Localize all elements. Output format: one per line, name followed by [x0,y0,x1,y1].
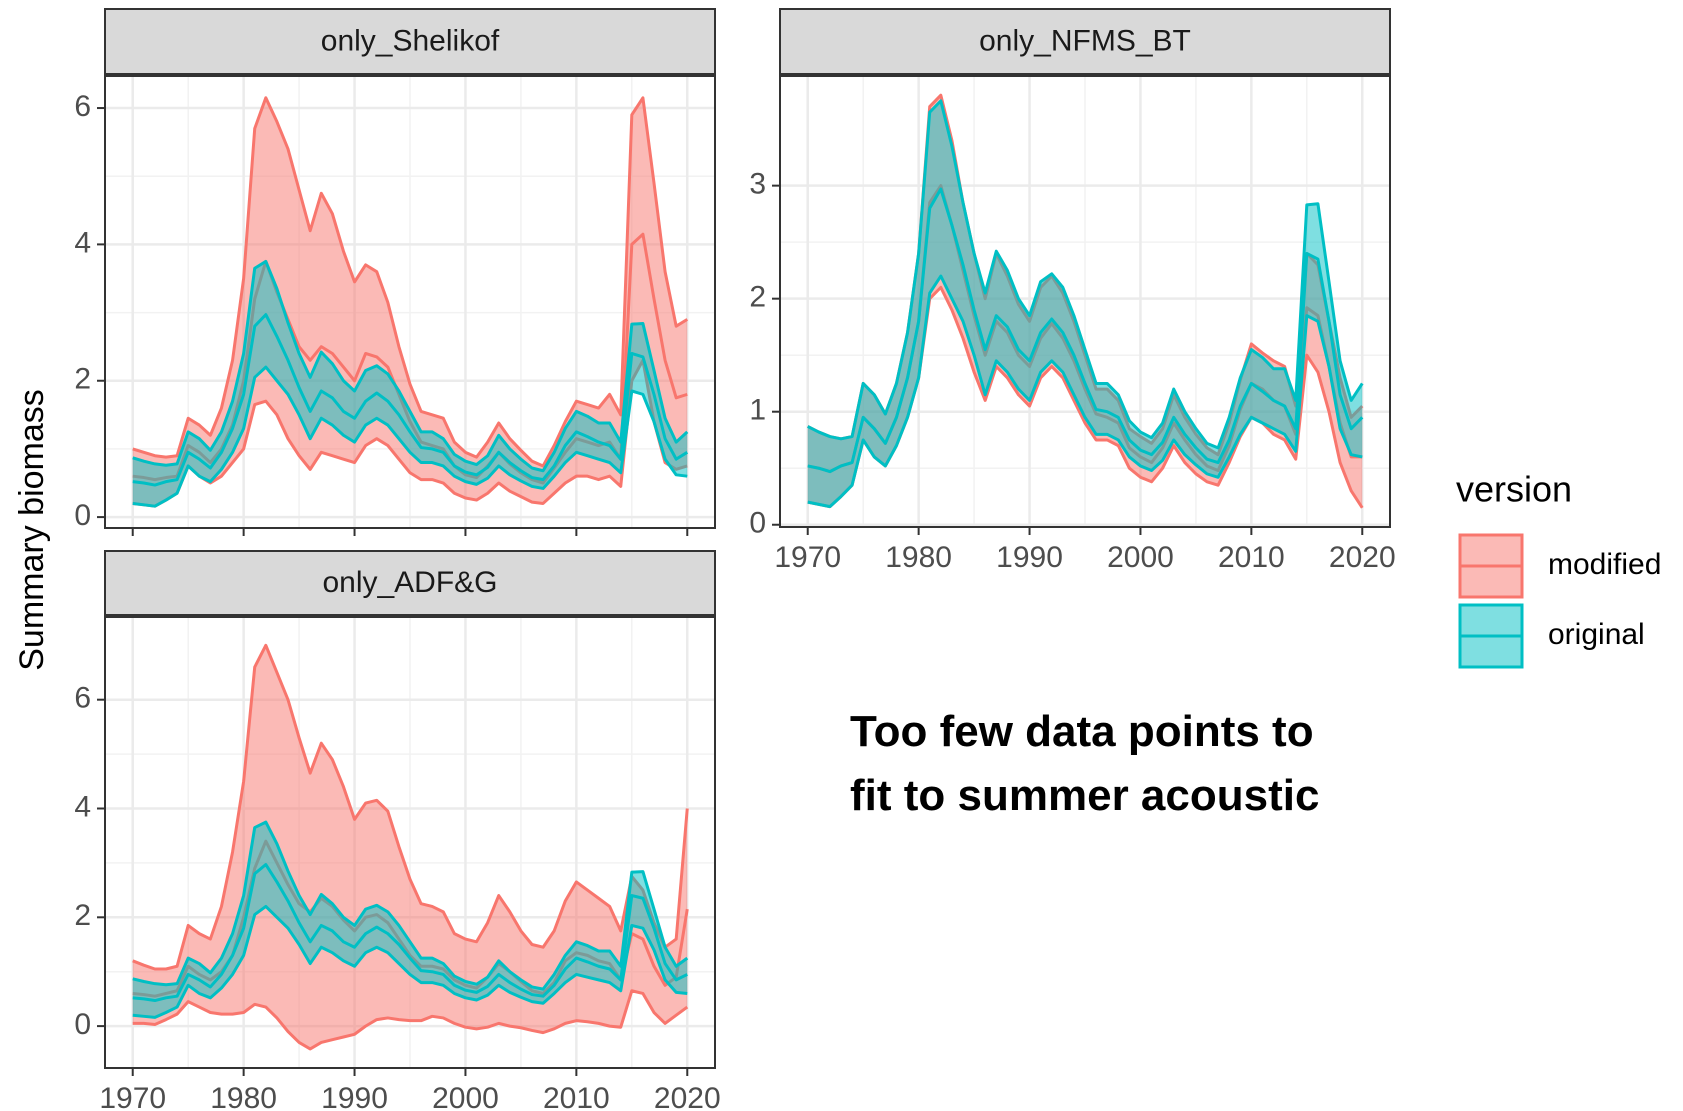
y-tick-label: 0 [74,1008,91,1041]
ribbon-edge [132,904,688,1019]
y-tick-label: 0 [74,499,91,532]
x-tick-label: 2000 [432,1082,499,1111]
panel-border [104,616,716,1069]
ribbon-edge [132,365,688,508]
facet-title: only_ADF&G [322,566,497,599]
y-tick-label: 0 [749,507,766,540]
x-tick-label: 2010 [1218,541,1285,574]
x-tick-label: 1990 [996,541,1063,574]
y-tick-label: 2 [74,363,91,396]
x-tick-label: 1980 [210,1082,277,1111]
y-tick-label: 1 [749,394,766,427]
y-tick-label: 2 [74,899,91,932]
facet-strip [104,8,716,75]
ribbon-edge [132,259,689,473]
x-tick-label: 1970 [99,1082,166,1111]
ribbon [132,645,688,1049]
ribbon-edge [132,989,689,1051]
x-tick-label: 1990 [321,1082,388,1111]
legend-label: original [1548,618,1645,651]
line [132,863,688,1003]
ribbon [132,97,688,507]
x-tick-label: 1980 [885,541,952,574]
ribbon-edge [132,96,689,468]
y-tick-label: 4 [74,226,91,259]
x-tick-label: 1970 [774,541,841,574]
y-tick-label: 6 [74,90,91,123]
line [807,187,1364,474]
ribbon-edge [132,820,689,991]
ribbon-edge [132,358,688,508]
facet-strip [104,550,716,616]
ribbon-edge [807,274,1363,509]
y-tick-label: 6 [74,682,91,715]
panel-border [779,75,1391,528]
annotation: Too few data points to fit to summer aco… [850,707,1320,820]
facet-strip [779,8,1391,75]
facet-title: only_Shelikof [321,24,500,57]
y-axis-label: Summary biomass [13,389,51,671]
y-tick-label: 3 [749,168,766,201]
x-tick-label: 2020 [1329,541,1396,574]
y-tick-label: 4 [74,790,91,823]
y-tick-label: 2 [749,281,766,314]
line [132,313,689,487]
legend-title: version [1456,469,1572,510]
panel-border [104,75,716,529]
facet-title: only_NFMS_BT [979,24,1191,57]
x-tick-label: 2010 [543,1082,610,1111]
x-tick-label: 2000 [1107,541,1174,574]
ribbon-edge [132,643,689,971]
legend-label: modified [1548,548,1661,581]
x-tick-label: 2020 [654,1082,721,1111]
ribbon-edge [807,99,1364,450]
